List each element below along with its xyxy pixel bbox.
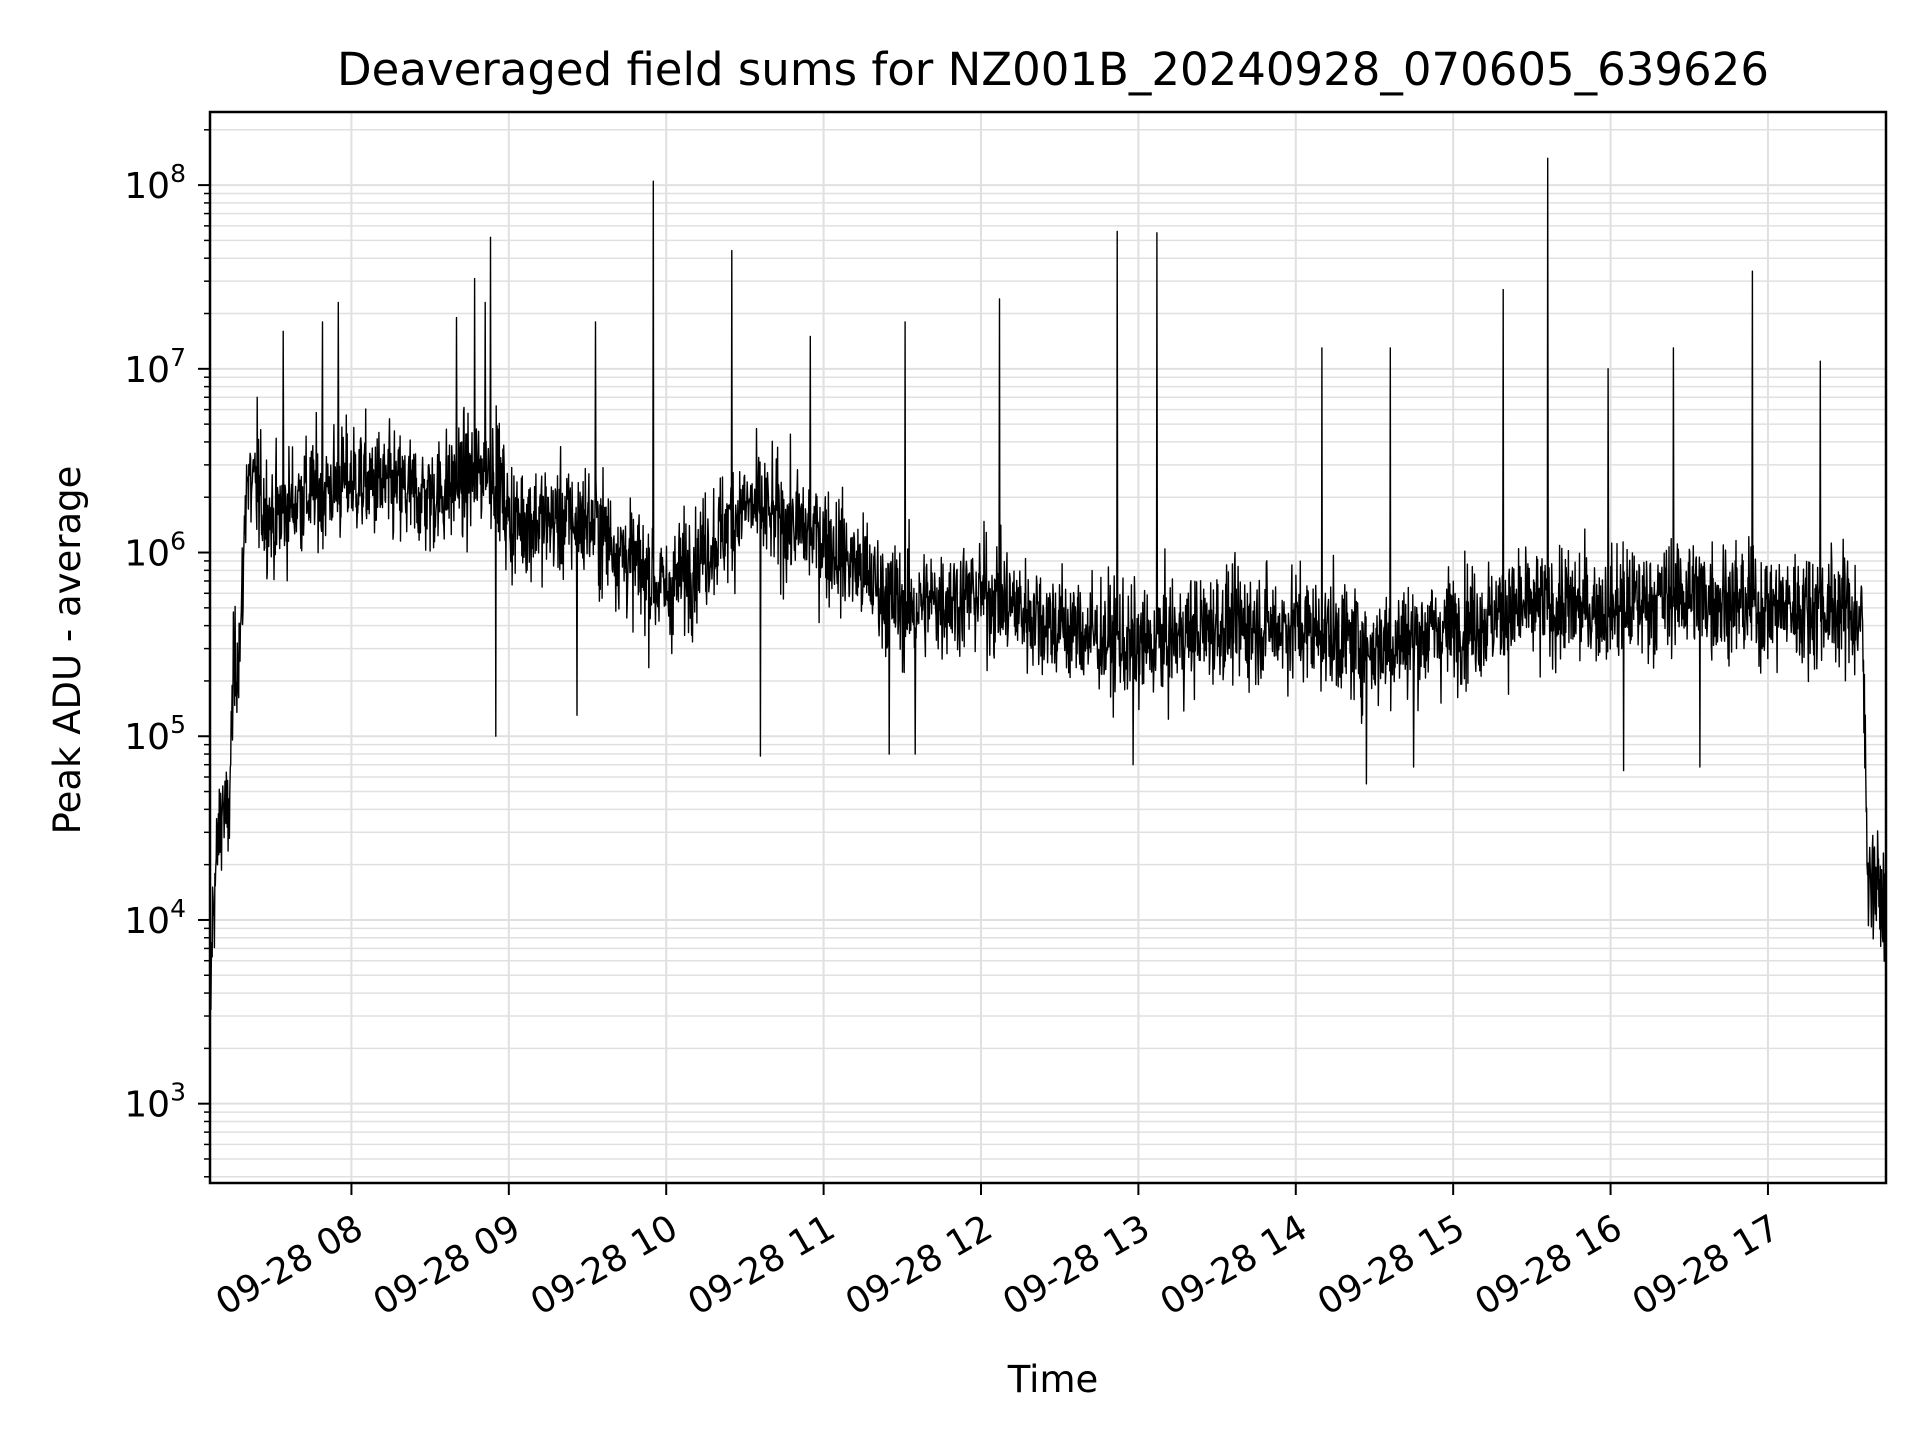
plot-frame: [208, 110, 1888, 1185]
series-layer: [209, 157, 1887, 1011]
y-axis-label: Peak ADU - average: [46, 466, 89, 835]
y-tick-label: 104: [124, 894, 186, 942]
y-tick-label: 105: [124, 710, 186, 758]
chart-title: Deaveraged field sums for NZ001B_2024092…: [337, 43, 1769, 96]
y-tick-label: 103: [124, 1078, 186, 1126]
y-tick-label: 106: [124, 527, 186, 575]
y-tick-label: 107: [124, 343, 186, 391]
x-axis-label: Time: [1007, 1358, 1099, 1401]
y-tick-label: 108: [124, 159, 186, 207]
series-line: [209, 157, 1887, 1011]
